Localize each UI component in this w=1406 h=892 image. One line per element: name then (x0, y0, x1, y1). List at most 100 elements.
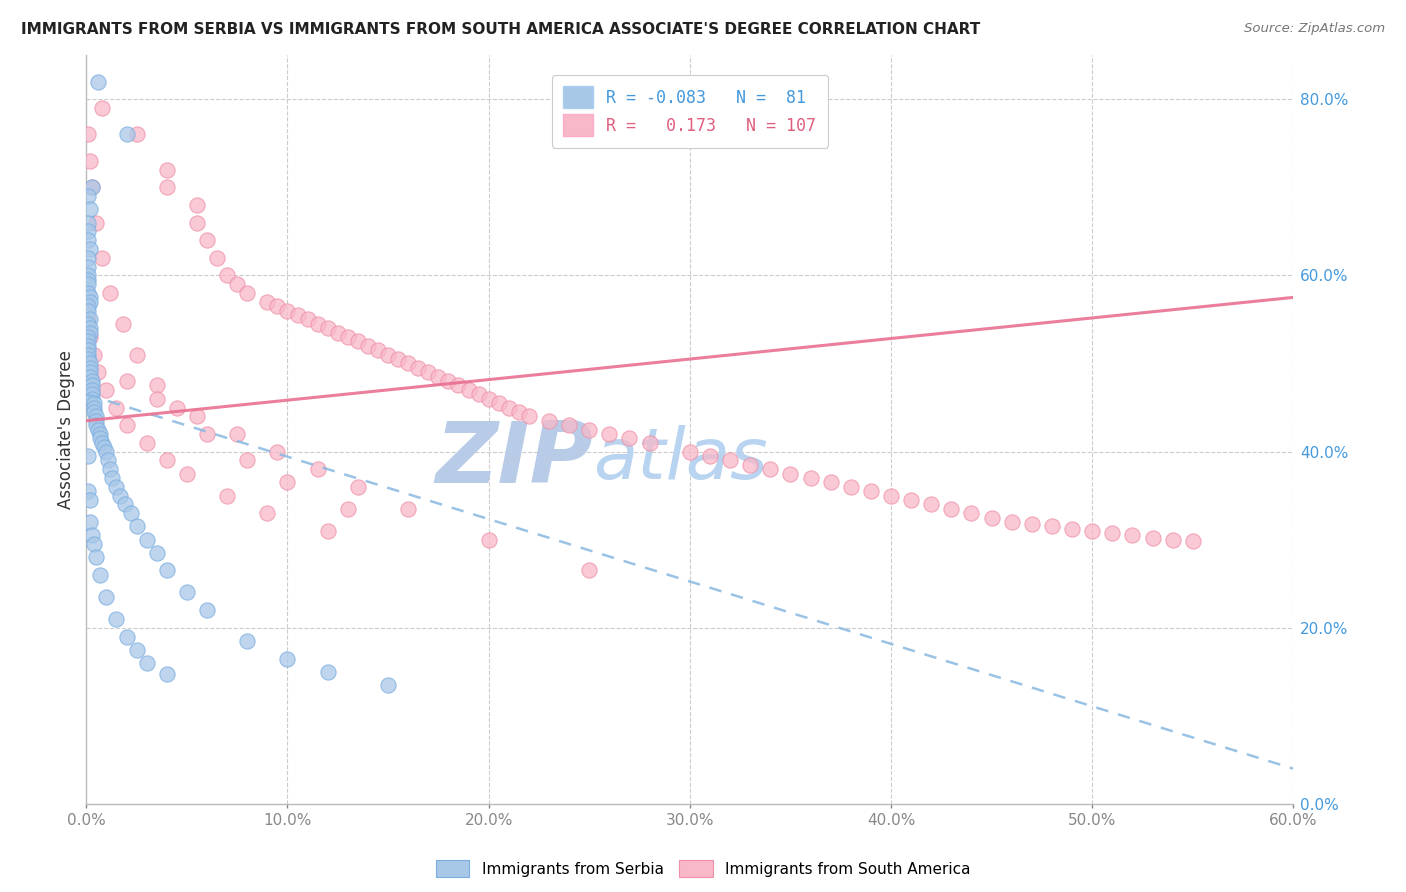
Point (457, 383, 479, 397)
Point (79, 153, 101, 168)
Point (77, 260, 100, 274)
Point (79, 369, 101, 384)
Text: IMMIGRANTS FROM SERBIA VS IMMIGRANTS FROM SOUTH AMERICA ASSOCIATE'S DEGREE CORRE: IMMIGRANTS FROM SERBIA VS IMMIGRANTS FRO… (21, 22, 980, 37)
Point (406, 360, 429, 375)
Point (111, 317, 134, 331)
Point (77, 128, 100, 142)
Text: ZIP: ZIP (436, 418, 593, 501)
Point (316, 321, 339, 335)
Point (1021, 516, 1043, 531)
Point (226, 277, 249, 292)
Point (880, 489, 903, 503)
Point (86, 409, 108, 424)
Point (82, 180, 104, 194)
Point (91, 101, 114, 115)
Point (1081, 524, 1104, 538)
Point (307, 462, 329, 476)
Point (236, 453, 259, 467)
Point (276, 475, 298, 490)
Point (135, 435, 157, 450)
Point (105, 612, 128, 626)
Point (1101, 525, 1123, 540)
Point (115, 418, 138, 433)
Point (226, 426, 249, 441)
Point (316, 524, 339, 538)
Point (508, 405, 530, 419)
Point (91, 435, 114, 450)
Point (578, 423, 600, 437)
Point (195, 603, 218, 617)
Point (77, 299, 100, 313)
Point (77, 285, 100, 300)
Point (941, 501, 963, 516)
Point (1001, 515, 1024, 529)
Point (110, 489, 132, 503)
Point (89, 567, 111, 582)
Point (82, 374, 104, 388)
Point (145, 378, 167, 392)
Point (79, 312, 101, 326)
Point (87, 74, 110, 88)
Point (79, 202, 101, 217)
Point (120, 506, 142, 520)
Point (125, 519, 148, 533)
Point (478, 533, 501, 547)
Point (347, 334, 370, 349)
Point (960, 506, 983, 520)
Point (418, 365, 440, 379)
Point (900, 493, 922, 508)
Point (156, 162, 179, 177)
Point (77, 449, 100, 463)
Point (598, 426, 620, 441)
Point (77, 352, 100, 367)
Point (77, 317, 100, 331)
Point (297, 312, 319, 326)
Point (287, 308, 309, 322)
Point (79, 360, 101, 375)
Point (77, 348, 100, 362)
Point (820, 475, 842, 490)
Point (97, 453, 120, 467)
Point (83, 396, 105, 410)
Point (217, 268, 239, 283)
Point (517, 409, 540, 424)
Point (156, 453, 179, 467)
Point (135, 656, 157, 670)
Point (679, 444, 702, 458)
Point (357, 339, 380, 353)
Point (740, 458, 762, 472)
Point (86, 418, 108, 433)
Point (377, 678, 399, 692)
Point (195, 233, 218, 247)
Point (186, 409, 208, 424)
Point (1121, 528, 1143, 542)
Text: atlas: atlas (593, 425, 768, 494)
Point (1142, 531, 1164, 545)
Y-axis label: Associate's Degree: Associate's Degree (58, 350, 75, 509)
Point (135, 533, 157, 547)
Point (467, 387, 489, 401)
Text: Source: ZipAtlas.com: Source: ZipAtlas.com (1244, 22, 1385, 36)
Point (105, 480, 128, 494)
Point (77, 224, 100, 238)
Point (1040, 519, 1063, 533)
Point (83, 401, 105, 415)
Point (718, 453, 741, 467)
Point (336, 501, 359, 516)
Point (83, 405, 105, 419)
Point (79, 242, 101, 256)
Point (186, 215, 208, 229)
Point (77, 189, 100, 203)
Point (498, 401, 520, 415)
Point (347, 480, 370, 494)
Point (83, 537, 105, 551)
Point (96, 383, 118, 397)
Point (236, 634, 259, 648)
Point (86, 550, 108, 565)
Point (82, 528, 104, 542)
Point (79, 290, 101, 304)
Point (82, 383, 104, 397)
Point (437, 374, 460, 388)
Point (276, 303, 298, 318)
Legend: Immigrants from Serbia, Immigrants from South America: Immigrants from Serbia, Immigrants from … (430, 854, 976, 883)
